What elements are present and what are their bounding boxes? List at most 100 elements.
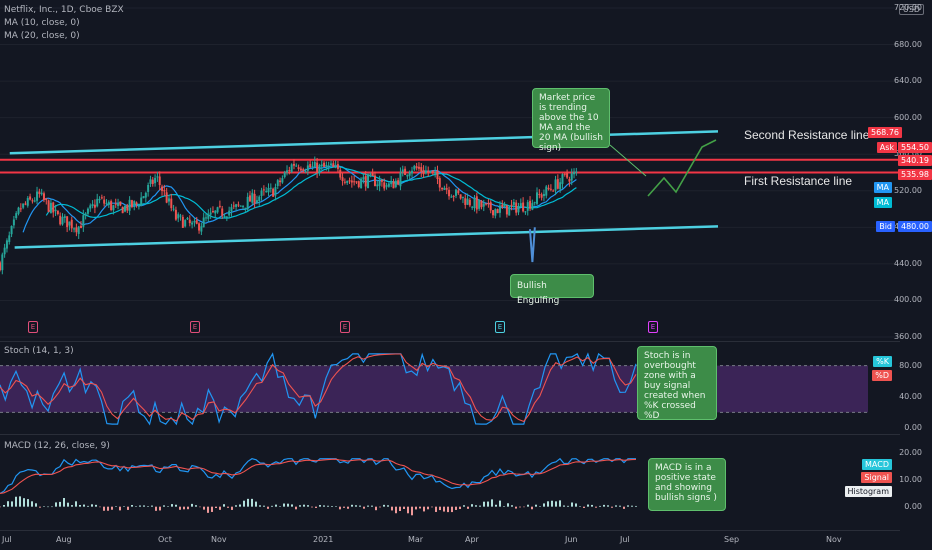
candle-body	[218, 205, 221, 207]
earnings-marker[interactable]: E	[28, 321, 38, 333]
macd-histogram-bar	[371, 505, 373, 507]
macd-histogram-bar	[551, 500, 553, 507]
macd-tick-label: 20.00	[899, 448, 922, 458]
candle-body	[420, 167, 423, 172]
candle-body	[49, 202, 52, 213]
candle-body	[434, 172, 437, 174]
macd-histogram-bar	[203, 506, 205, 510]
candle-body	[538, 194, 541, 196]
macd-histogram-bar	[495, 504, 497, 507]
macd-histogram-bar	[423, 506, 425, 512]
candle-body	[383, 182, 386, 189]
candle-body	[561, 174, 564, 184]
macd-histogram-bar	[563, 505, 565, 507]
candle-body	[346, 180, 349, 183]
candle-body	[223, 215, 226, 217]
macd-histogram-bar	[195, 505, 197, 507]
candle-body	[100, 197, 103, 199]
candle-body	[343, 181, 346, 183]
candle-body	[40, 192, 43, 195]
macd-histogram-bar	[159, 506, 161, 511]
candle-body	[482, 203, 485, 207]
candle-body	[369, 173, 372, 175]
macd-histogram-bar	[239, 504, 241, 507]
candle-body	[211, 211, 214, 213]
macd-histogram-bar	[167, 506, 169, 507]
candle-body	[156, 176, 159, 178]
candle-body	[394, 180, 397, 188]
candle-body	[93, 204, 96, 208]
macd-histogram-bar	[7, 501, 9, 507]
candle-body	[309, 164, 312, 168]
candle-body	[306, 165, 309, 171]
macd-histogram-bar	[271, 505, 273, 507]
candle-body	[207, 214, 210, 219]
candle-body	[1, 254, 4, 271]
candle-body	[142, 196, 145, 199]
macd-histogram-bar	[391, 506, 393, 511]
macd-histogram-bar	[635, 505, 637, 507]
candle-body	[244, 207, 247, 209]
candle-body	[144, 192, 147, 198]
stoch-k-tag: %K	[873, 356, 892, 367]
earnings-marker[interactable]: E	[340, 321, 350, 333]
macd-histogram-bar	[55, 502, 57, 507]
ma10-tag: MA	[873, 182, 892, 193]
candle-body	[348, 180, 351, 182]
macd-histogram-bar	[315, 506, 317, 508]
macd-histogram-bar	[579, 506, 581, 507]
candle-body	[575, 171, 578, 173]
currency-badge[interactable]: USD	[898, 4, 924, 15]
candle-body	[265, 191, 268, 193]
macd-histogram-bar	[99, 506, 101, 508]
channel-line	[9, 130, 719, 155]
candle-body	[286, 170, 289, 173]
histogram-tag: Histogram	[844, 486, 892, 497]
candle-body	[133, 201, 136, 206]
stoch-tick-label: 40.00	[899, 391, 922, 401]
candle-body	[165, 192, 168, 203]
candle-body	[181, 216, 184, 228]
candle-body	[84, 213, 87, 216]
stoch-k-line	[0, 352, 637, 426]
macd-histogram-bar	[411, 506, 413, 516]
earnings-marker[interactable]: E	[495, 321, 505, 333]
macd-histogram-bar	[459, 506, 461, 510]
earnings-marker[interactable]: E	[190, 321, 200, 333]
price-tick-label: 720.00	[894, 3, 922, 12]
candle-body	[323, 162, 326, 167]
candle-body	[174, 209, 177, 220]
candle-body	[336, 164, 339, 169]
candle-body	[96, 198, 99, 207]
candle-body	[70, 219, 73, 229]
candle-body	[556, 179, 559, 189]
candle-body	[170, 198, 173, 209]
price-tick-label: 520.00	[894, 185, 922, 195]
macd-histogram-bar	[291, 504, 293, 507]
macd-histogram-bar	[351, 504, 353, 507]
time-tick-label: Sep	[724, 535, 740, 544]
candle-body	[188, 219, 191, 224]
macd-histogram-bar	[355, 505, 357, 507]
candle-body	[339, 169, 342, 178]
macd-histogram-bar	[535, 504, 537, 507]
macd-histogram-bar	[251, 498, 253, 507]
macd-histogram-bar	[507, 503, 509, 507]
candle-body	[242, 206, 245, 208]
macd-histogram-bar	[523, 506, 525, 508]
candle-body	[137, 205, 140, 207]
macd-histogram-bar	[255, 501, 257, 507]
macd-histogram-bar	[247, 498, 249, 507]
candle-body	[327, 165, 330, 167]
candle-body	[276, 180, 279, 186]
candle-body	[441, 187, 444, 190]
candle-body	[536, 192, 539, 204]
candle-body	[195, 220, 198, 224]
earnings-marker[interactable]: E	[648, 321, 658, 333]
candle-body	[68, 221, 71, 226]
macd-histogram-bar	[467, 506, 469, 509]
candle-body	[221, 208, 224, 216]
candle-body	[269, 187, 272, 189]
macd-histogram-bar	[359, 505, 361, 507]
